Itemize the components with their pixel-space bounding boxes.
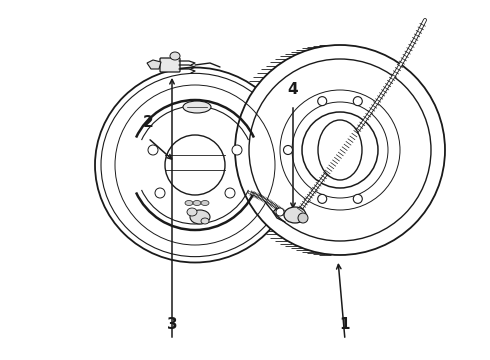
Ellipse shape [284,207,306,223]
Ellipse shape [187,208,197,216]
Ellipse shape [190,210,210,224]
Circle shape [225,188,235,198]
FancyBboxPatch shape [160,58,180,72]
Circle shape [165,135,225,195]
Circle shape [318,96,327,105]
Ellipse shape [193,201,201,206]
Circle shape [148,145,158,155]
Circle shape [276,208,284,216]
Ellipse shape [183,101,211,113]
Circle shape [318,194,327,203]
Circle shape [284,145,293,154]
Ellipse shape [201,201,209,206]
Ellipse shape [95,68,295,262]
Circle shape [155,188,165,198]
Circle shape [232,145,242,155]
Text: 3: 3 [167,317,177,332]
Ellipse shape [170,52,180,60]
Circle shape [353,194,362,203]
Ellipse shape [201,218,209,224]
Circle shape [302,112,378,188]
Circle shape [298,213,308,223]
Text: 2: 2 [143,115,153,130]
Polygon shape [147,60,161,69]
Circle shape [353,96,362,105]
Ellipse shape [318,120,362,180]
Text: 4: 4 [288,82,298,97]
Text: 1: 1 [340,317,350,332]
Ellipse shape [185,201,193,206]
Circle shape [235,45,445,255]
